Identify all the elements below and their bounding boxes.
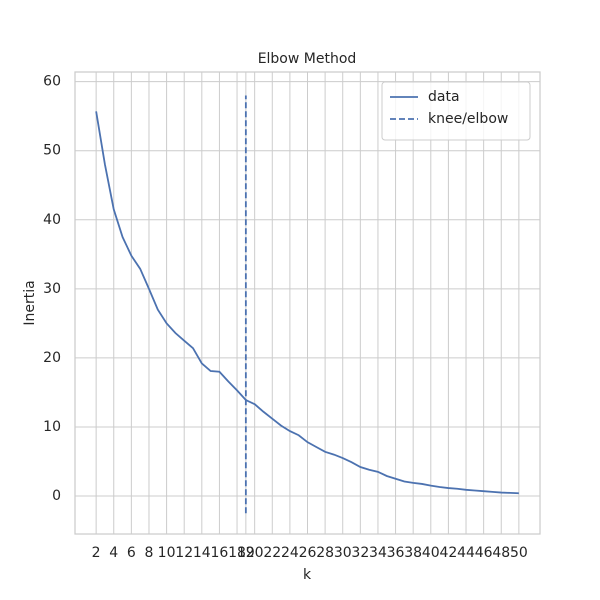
x-tick-label: 48 [492,545,510,561]
x-tick-label: 42 [439,545,457,561]
y-tick-label: 60 [43,74,61,90]
y-tick-label: 10 [43,419,61,435]
x-tick-label: 50 [510,545,528,561]
plot-frame [74,71,541,535]
y-tick-label: 40 [43,212,61,228]
x-tick-label: 19 [237,545,255,561]
x-tick-label: 30 [334,545,352,561]
x-tick-label: 36 [387,545,405,561]
x-tick-label: 20 [246,545,264,561]
y-tick-label: 0 [52,488,61,504]
x-tick-label: 32 [351,545,369,561]
y-tick-label: 50 [43,143,61,159]
x-tick-label: 28 [316,545,334,561]
x-tick-label: 6 [127,545,136,561]
line [95,111,519,495]
x-tick-label: 44 [457,545,475,561]
x-tick-label: 10 [158,545,176,561]
x-tick-label: 24 [281,545,299,561]
x-tick-label: 12 [175,545,193,561]
x-tick-label: 16 [211,545,229,561]
x-tick-label: 34 [369,545,387,561]
chart-title: Elbow Method [258,51,357,67]
x-tick-label: 2 [92,545,101,561]
y-axis-label: Inertia [22,280,38,325]
x-tick-label: 8 [145,545,154,561]
y-tick-label: 30 [43,281,61,297]
x-tick-label: 38 [404,545,422,561]
x-axis-label: k [303,567,312,583]
legend-label: data [428,89,460,105]
legend-box [381,81,531,141]
x-tick-label: 40 [422,545,440,561]
x-tick-label: 18 [228,545,246,561]
x-tick-label: 4 [109,545,118,561]
y-tick-label: 20 [43,350,61,366]
x-tick-label: 26 [299,545,317,561]
x-tick-label: 22 [263,545,281,561]
x-tick-label: 14 [193,545,211,561]
legend-label: knee/elbow [428,111,508,127]
x-tick-label: 46 [475,545,493,561]
